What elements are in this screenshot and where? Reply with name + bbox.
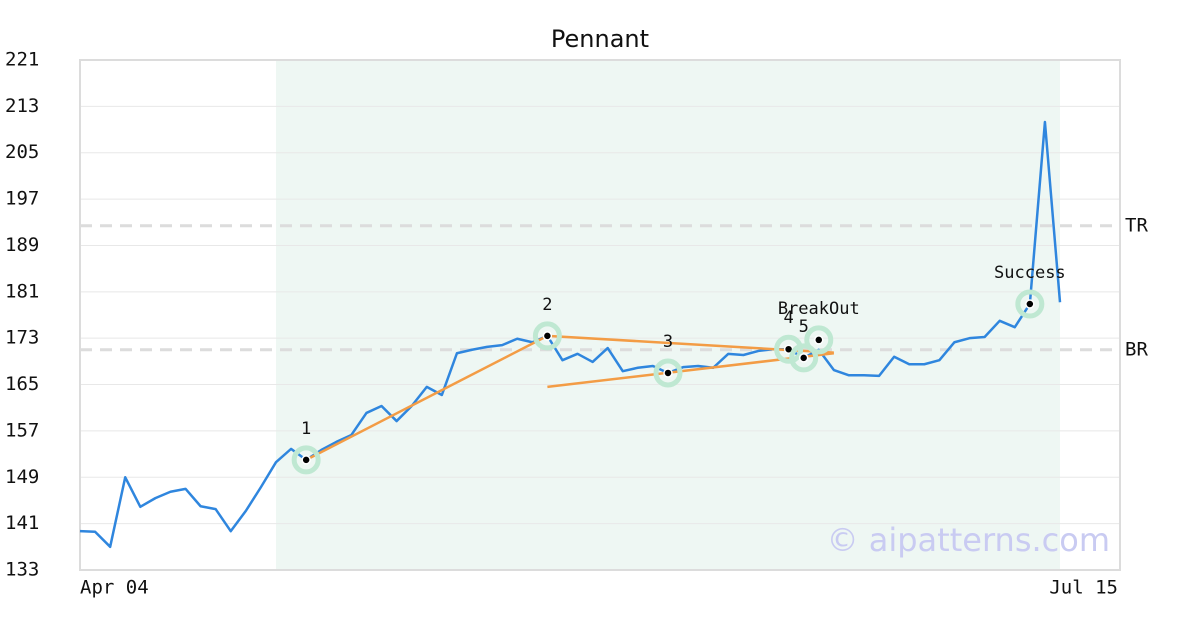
plot-frame (79, 59, 1121, 571)
x-tick-label: Apr 04 (80, 577, 149, 599)
price-line (79, 120, 1062, 549)
y-tick-label: 189 (5, 234, 39, 256)
pattern-halo (1015, 289, 1045, 319)
y-tick-label: 141 (5, 512, 39, 534)
trendline (305, 334, 548, 461)
highlight-region (276, 60, 1060, 570)
y-tick-label: 157 (5, 419, 39, 441)
x-tick-label: Jul 15 (1049, 577, 1118, 599)
y-tick-label: 221 (5, 49, 39, 71)
y-tick-label: 205 (5, 141, 39, 163)
pattern-halo (532, 321, 562, 351)
reference-label: TR (1125, 214, 1148, 236)
watermark: © aipatterns.com (827, 521, 1110, 559)
y-tick-label: 173 (5, 327, 39, 349)
y-tick-label: 165 (5, 373, 39, 395)
pattern-halo (291, 445, 321, 475)
pattern-label: BreakOut (778, 299, 860, 319)
pattern-label: Success (994, 263, 1066, 283)
pattern-point (814, 335, 824, 345)
y-tick-label: 149 (5, 466, 39, 488)
pattern-label: 2 (542, 295, 552, 315)
pattern-label: 3 (663, 332, 673, 352)
pattern-point (1025, 299, 1035, 309)
pattern-point (301, 455, 311, 465)
pattern-halo (653, 358, 683, 388)
pattern-halo (804, 325, 834, 355)
chart-title: Pennant (551, 25, 649, 53)
y-tick-label: 197 (5, 188, 39, 210)
pattern-label: 5 (799, 317, 809, 337)
pattern-label: 1 (301, 419, 311, 439)
y-tick-label: 213 (5, 95, 39, 117)
pattern-point (663, 368, 673, 378)
pattern-label: 4 (783, 308, 793, 328)
pattern-halo (774, 334, 804, 364)
y-tick-label: 181 (5, 280, 39, 302)
reference-label: BR (1125, 338, 1148, 360)
pattern-halo (789, 343, 819, 373)
pattern-point (798, 353, 809, 363)
pattern-point (542, 331, 553, 341)
y-tick-label: 133 (5, 559, 39, 581)
